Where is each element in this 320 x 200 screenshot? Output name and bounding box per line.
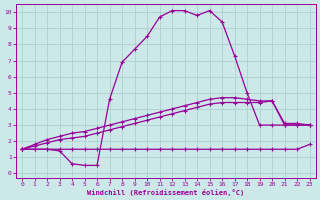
X-axis label: Windchill (Refroidissement éolien,°C): Windchill (Refroidissement éolien,°C) bbox=[87, 189, 244, 196]
